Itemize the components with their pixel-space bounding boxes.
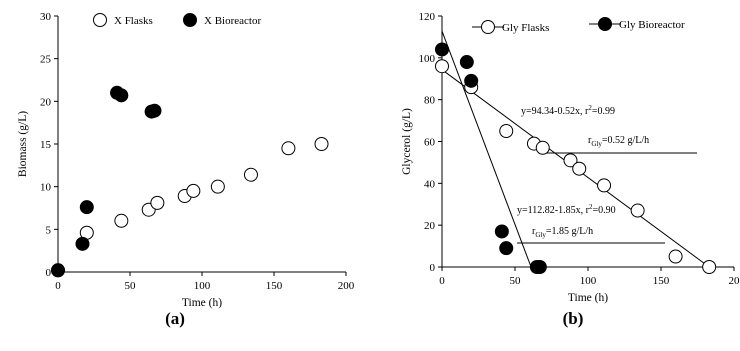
y-tick-label: 10 [40,182,52,194]
data-point-open [668,249,683,264]
data-point-open [210,179,225,194]
fit-equation-text: y=94.34-0.52x, r [521,106,589,117]
x-tick-label: 150 [653,275,670,287]
fit-r2-value: =0.90 [592,205,615,216]
x-tick-label: 100 [580,275,597,287]
r2-superscript: 2 [589,203,593,211]
legend-label: X Flasks [114,15,153,27]
y-tick-label: 40 [424,178,436,190]
x-tick-label: 0 [439,275,445,287]
rate-subscript: Gly [591,140,602,148]
data-point-open [535,140,550,155]
data-point-open [702,260,717,274]
y-tick-label: 60 [424,137,436,149]
data-point-open [630,203,645,218]
x-tick-label: 200 [338,280,355,292]
data-point-filled [459,55,474,70]
legend-label: X Bioreactor [204,15,261,27]
data-point-open [314,137,329,151]
data-point-open [572,161,587,176]
rate-label: rGly=1.85 g/L/h [532,226,593,239]
data-point-filled [147,103,162,118]
fit-line [441,30,532,268]
data-point-open [563,153,578,168]
y-tick-label: 20 [40,96,52,108]
rate-value: =0.52 g/L/h [602,135,649,146]
data-point-open [186,183,201,198]
x-tick-label: 100 [194,280,211,292]
panel-label: (b) [563,309,584,328]
y-tick-label: 120 [419,11,436,23]
fit-equation: y=94.34-0.52x, r2=0.99 [521,104,615,117]
panel-label: (a) [165,309,185,328]
rate-label: rGly=0.52 g/L/h [588,135,649,148]
x-axis-label: Time (h) [182,297,222,309]
data-point-open [243,167,258,182]
rate-subscript: Gly [535,231,546,239]
legend-label: Gly Flasks [502,22,549,34]
y-tick-label: 0 [430,262,436,274]
y-tick-label: 100 [419,53,436,65]
data-point-filled [51,263,65,278]
data-point-open [281,141,296,156]
rate-value: =1.85 g/L/h [546,226,593,237]
rate-symbol: r [588,135,592,146]
legend-marker [598,17,612,31]
x-tick-label: 150 [266,280,283,292]
data-point-open [597,178,612,193]
y-tick-label: 15 [40,139,52,151]
legend-marker [481,20,495,34]
legend-marker [183,13,197,27]
x-tick-label: 0 [55,280,61,292]
y-tick-label: 0 [46,267,52,279]
legend-marker [93,13,107,27]
y-axis-label: Glycerol (g/L) [401,108,413,175]
x-tick-label: 50 [510,275,522,287]
x-axis-label: Time (h) [568,292,608,304]
data-point-filled [499,241,514,256]
data-point-filled [532,260,547,274]
y-tick-label: 5 [46,224,52,236]
y-tick-label: 30 [40,11,52,23]
data-point-filled [114,88,129,103]
y-tick-label: 20 [424,220,436,232]
data-point-open [150,195,165,210]
y-tick-label: 80 [424,95,436,107]
fit-equation: y=112.82-1.85x, r2=0.90 [517,203,616,216]
data-point-filled [79,200,94,215]
fit-r2-value: =0.99 [592,106,615,117]
x-tick-label: 20 [729,275,740,287]
y-tick-label: 25 [40,54,52,66]
data-point-filled [464,73,479,88]
rate-symbol: r [532,226,536,237]
legend-label: Gly Bioreactor [619,19,685,31]
r2-superscript: 2 [588,104,592,112]
data-point-open [435,59,449,74]
data-point-filled [75,236,90,251]
data-point-filled [435,42,449,57]
x-tick-label: 50 [125,280,137,292]
data-point-open [499,124,514,139]
y-axis-label: Biomass (g/L) [17,111,29,177]
data-point-filled [494,224,509,239]
fit-equation-text: y=112.82-1.85x, r [517,205,590,216]
data-point-open [114,213,129,228]
panel-a: 0 50 100 150 200 0 5 10 15 20 25 30 Time (h) Biomass … [17,11,355,328]
